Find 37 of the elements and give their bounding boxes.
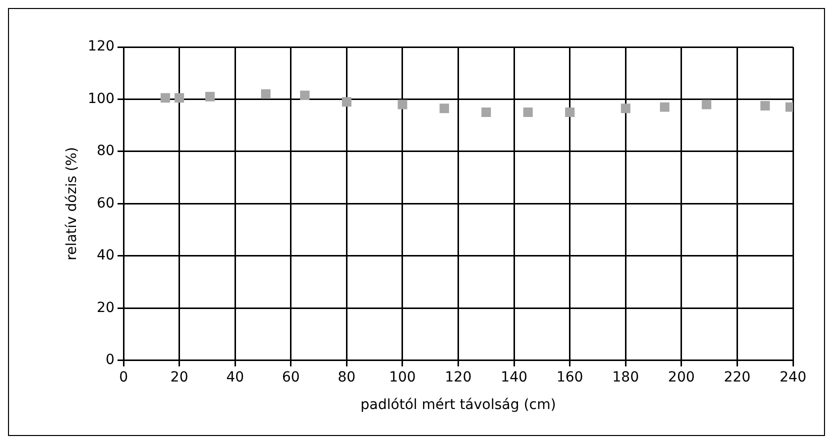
x-tick-label: 240 <box>780 369 806 386</box>
point <box>620 104 630 114</box>
x-tick-label: 60 <box>282 369 300 386</box>
point <box>481 108 491 118</box>
y-axis-title: relatív dózis (%) <box>64 147 80 260</box>
point <box>205 92 215 102</box>
y-tick-label: 60 <box>96 195 115 212</box>
x-tick-label: 180 <box>612 369 639 386</box>
point <box>342 97 352 107</box>
point <box>660 102 670 112</box>
y-tick-label: 100 <box>88 90 115 107</box>
point <box>702 100 712 110</box>
x-tick-label: 40 <box>226 369 244 386</box>
x-tick-label: 20 <box>170 369 188 386</box>
y-tick-label: 120 <box>88 38 115 55</box>
x-tick-label: 100 <box>389 369 416 386</box>
point <box>261 89 271 99</box>
x-tick-label: 160 <box>556 369 584 386</box>
point <box>398 100 408 110</box>
point <box>160 93 170 103</box>
point <box>760 101 770 111</box>
x-axis-title: padlótól mért távolság (cm) <box>360 397 556 414</box>
point <box>174 93 184 103</box>
point <box>523 108 533 118</box>
y-tick-label: 40 <box>96 248 115 264</box>
point <box>300 90 310 100</box>
x-tick-label: 200 <box>668 369 695 386</box>
x-tick-label: 80 <box>338 369 356 386</box>
x-tick-label: 220 <box>724 369 751 386</box>
point <box>440 104 450 114</box>
y-tick-label: 20 <box>96 300 115 316</box>
x-tick-label: 140 <box>500 369 528 386</box>
y-tick-label: 0 <box>106 352 115 368</box>
y-tick-label: 80 <box>96 143 115 160</box>
point <box>565 108 575 118</box>
x-tick-label: 0 <box>119 369 128 386</box>
x-tick-label: 120 <box>444 369 472 386</box>
